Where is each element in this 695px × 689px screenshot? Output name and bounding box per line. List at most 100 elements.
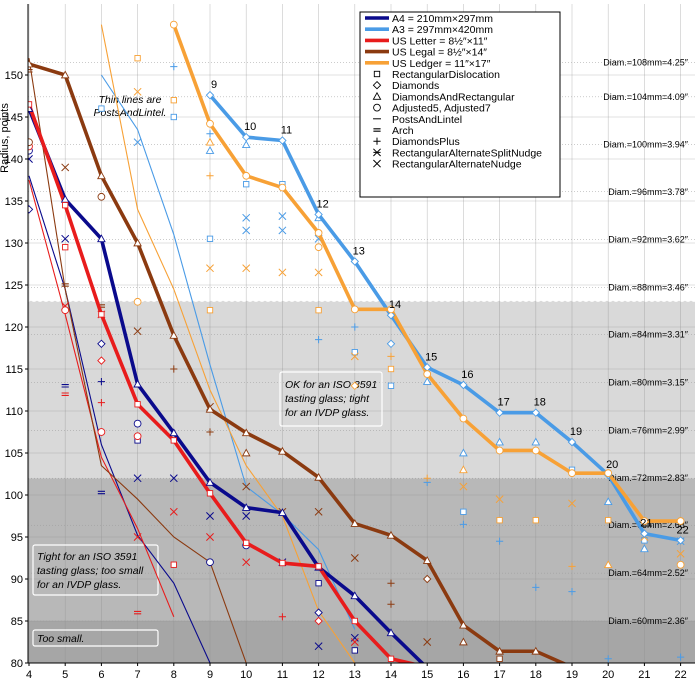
- point-label-20: 20: [606, 459, 618, 471]
- series-line-3: [28, 62, 567, 663]
- scatter-point-49: [496, 537, 504, 545]
- thin-line-note-0: Thin lines are: [98, 94, 161, 106]
- scatter-point-77: [314, 616, 323, 626]
- scatter-point-35: [278, 226, 287, 235]
- note-box-tight: [32, 544, 159, 596]
- thin-line-4: [100, 24, 356, 663]
- scatter-point-98: [459, 637, 468, 646]
- series-4-point-2: [242, 171, 251, 180]
- scatter-point-11: [169, 474, 178, 483]
- legend-marker-label-6: DiamondsPlus: [392, 136, 460, 148]
- x-tick-label-7: 7: [135, 669, 141, 681]
- scatter-point-100: [134, 55, 141, 62]
- y-tick-label-110: 110: [5, 406, 23, 418]
- series-1-point-9: [531, 408, 541, 417]
- scatter-point-129: [676, 560, 685, 569]
- point-label-16: 16: [461, 369, 473, 381]
- series-0-point-5: [205, 477, 215, 486]
- legend-marker-label-7: RectangularAlternateSplitNudge: [392, 147, 542, 159]
- legend-marker-square: [373, 70, 381, 78]
- legend-label-3: US Legal = 8½″×14″: [392, 47, 487, 59]
- scatter-point-116: [387, 365, 395, 373]
- band-2: [28, 301, 695, 479]
- series-4-point-10: [531, 446, 540, 455]
- scatter-point-47: [459, 520, 467, 528]
- scatter-point-40: [351, 323, 359, 331]
- series-3-point-7: [278, 446, 287, 455]
- y-tick-label-95: 95: [11, 532, 23, 544]
- scatter-point-95: [387, 600, 395, 608]
- series-3-point-14: [531, 646, 541, 655]
- point-label-22: 22: [676, 524, 688, 536]
- scatter-point-13: [206, 512, 214, 520]
- scatter-point-86: [170, 365, 178, 373]
- scatter-point-64: [61, 306, 70, 315]
- point-label-11: 11: [281, 125, 292, 137]
- series-3-point-1: [60, 70, 70, 79]
- scatter-point-121: [495, 495, 504, 504]
- x-tick-label-14: 14: [385, 669, 397, 681]
- point-label-10: 10: [244, 121, 256, 133]
- x-tick-label-17: 17: [493, 669, 505, 681]
- legend-marker-minus: [373, 128, 381, 132]
- legend-marker-label-1: Diamonds: [392, 80, 439, 92]
- scatter-point-32: [242, 213, 251, 222]
- scatter-point-34: [278, 212, 287, 221]
- scatter-point-30: [243, 181, 250, 188]
- x-tick-label-8: 8: [171, 669, 177, 681]
- series-3-point-9: [350, 519, 360, 527]
- scatter-point-5: [97, 339, 106, 349]
- series-line-0: [28, 107, 425, 663]
- scatter-point-45: [459, 448, 468, 457]
- series-3-point-8: [314, 472, 323, 481]
- legend-marker-circle: [373, 103, 381, 112]
- point-label-layer: 9 10 11 12 13 14 15 16 17 18 19 20 21 22: [211, 79, 689, 536]
- series-2-point-10: [387, 655, 395, 662]
- series-2-point-4: [170, 437, 177, 444]
- diameter-label-0: Diam.=108mm=4.25″: [603, 57, 689, 67]
- x-tick-label-11: 11: [277, 669, 288, 681]
- y-tick-label-125: 125: [5, 280, 23, 292]
- legend-marker-label-4: PostsAndLintel: [392, 114, 462, 126]
- series-line-2: [28, 103, 418, 663]
- scatter-point-55: [604, 655, 612, 663]
- series-4-point-14: [676, 517, 685, 525]
- scatter-point-6: [97, 378, 105, 386]
- y-tick-label-120: 120: [5, 322, 23, 334]
- scatter-point-2: [28, 205, 34, 214]
- scatter-point-101: [133, 87, 142, 96]
- scatter-point-69: [133, 432, 142, 441]
- series-3-point-5: [205, 404, 215, 413]
- scatter-point-10: [133, 474, 142, 483]
- scatter-point-15: [242, 512, 251, 520]
- point-label-21: 21: [640, 518, 652, 530]
- legend-marker-label-3: Adjusted5, Adjusted7: [392, 103, 491, 115]
- scatter-point-83: [97, 192, 106, 201]
- series-0-point-2: [97, 234, 106, 243]
- scatter-point-71: [134, 610, 142, 615]
- scatter-point-17: [314, 608, 323, 617]
- scatter-point-70: [133, 533, 142, 541]
- series-3-point-6: [241, 428, 251, 437]
- series-0-point-9: [350, 591, 360, 600]
- note-tight-line-2: for an IVDP glass.: [37, 579, 121, 591]
- x-tick-label-4: 4: [26, 669, 32, 681]
- point-label-13: 13: [353, 245, 365, 257]
- y-axis-title: Radius, points: [0, 103, 11, 173]
- y-tick-label-140: 140: [5, 154, 23, 166]
- scatter-point-103: [170, 97, 177, 104]
- note-tight-line-0: Tight for an ISO 3591: [37, 551, 137, 563]
- series-1-point-0: [205, 90, 215, 100]
- diameter-label-8: Diam.=76mm=2.99″: [608, 425, 689, 435]
- series-4-point-13: [640, 517, 649, 525]
- note-tight-line-1: tasting glass; too small: [37, 565, 144, 577]
- legend-marker-plus: [373, 137, 381, 145]
- scatter-point-78: [350, 638, 359, 646]
- scatter-point-23: [133, 138, 142, 147]
- scatter-point-56: [640, 544, 649, 553]
- series-4-point-5: [350, 305, 359, 314]
- note-box-ok: [279, 371, 383, 427]
- series-2-point-2: [98, 311, 105, 318]
- diameter-label-4: Diam.=92mm=3.62″: [608, 235, 689, 245]
